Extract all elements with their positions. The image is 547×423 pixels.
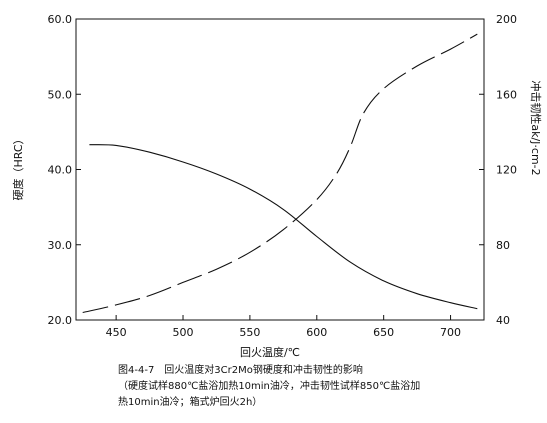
x-tick-label: 450: [106, 326, 127, 339]
plot-border: [75, 18, 485, 321]
figure-caption-line-1: （硬度试样880℃盐浴加热10min油冷，冲击韧性试样850℃盐浴加: [118, 381, 421, 392]
hardness-line: [89, 144, 478, 310]
series-layer: [82, 33, 478, 314]
x-tick-label: 700: [440, 326, 461, 339]
y-right-axis-ticks: 40 80 120 160 200: [479, 13, 517, 327]
y-left-tick-label: 20.0: [48, 314, 73, 327]
plot-frame: [75, 18, 485, 321]
x-axis-title: 回火温度/℃: [240, 345, 300, 359]
y-right-tick-label: 40: [496, 314, 510, 327]
x-tick-label: 500: [173, 326, 194, 339]
y-left-axis-ticks: 20.0 30.0 40.0 50.0 60.0: [48, 13, 81, 327]
y-left-tick-label: 30.0: [48, 239, 73, 252]
figure-caption-line-2: 热10min油冷；箱式炉回火2h）: [118, 397, 263, 408]
y-right-tick-label: 120: [496, 164, 517, 177]
y-left-tick-label: 50.0: [48, 88, 73, 101]
figure-caption-title: 图4-4-7 回火温度对3Cr2Mo钢硬度和冲击韧性的影响: [118, 365, 363, 376]
x-tick-label: 600: [306, 326, 327, 339]
x-tick-label: 550: [239, 326, 260, 339]
x-tick-label: 650: [373, 326, 394, 339]
y-left-tick-label: 60.0: [48, 13, 73, 26]
y-left-tick-label: 40.0: [48, 164, 73, 177]
y-right-tick-label: 80: [496, 239, 510, 252]
y-right-tick-label: 200: [496, 13, 517, 26]
impact-toughness-line: [82, 33, 478, 314]
x-axis-ticks: 450 500 550 600 650 700: [106, 315, 461, 339]
y-right-tick-label: 160: [496, 88, 517, 101]
y-left-axis-title: 硬度（HRC）: [11, 133, 25, 200]
y-right-axis-title: 冲击韧性ak/J·cm-2: [529, 80, 543, 175]
